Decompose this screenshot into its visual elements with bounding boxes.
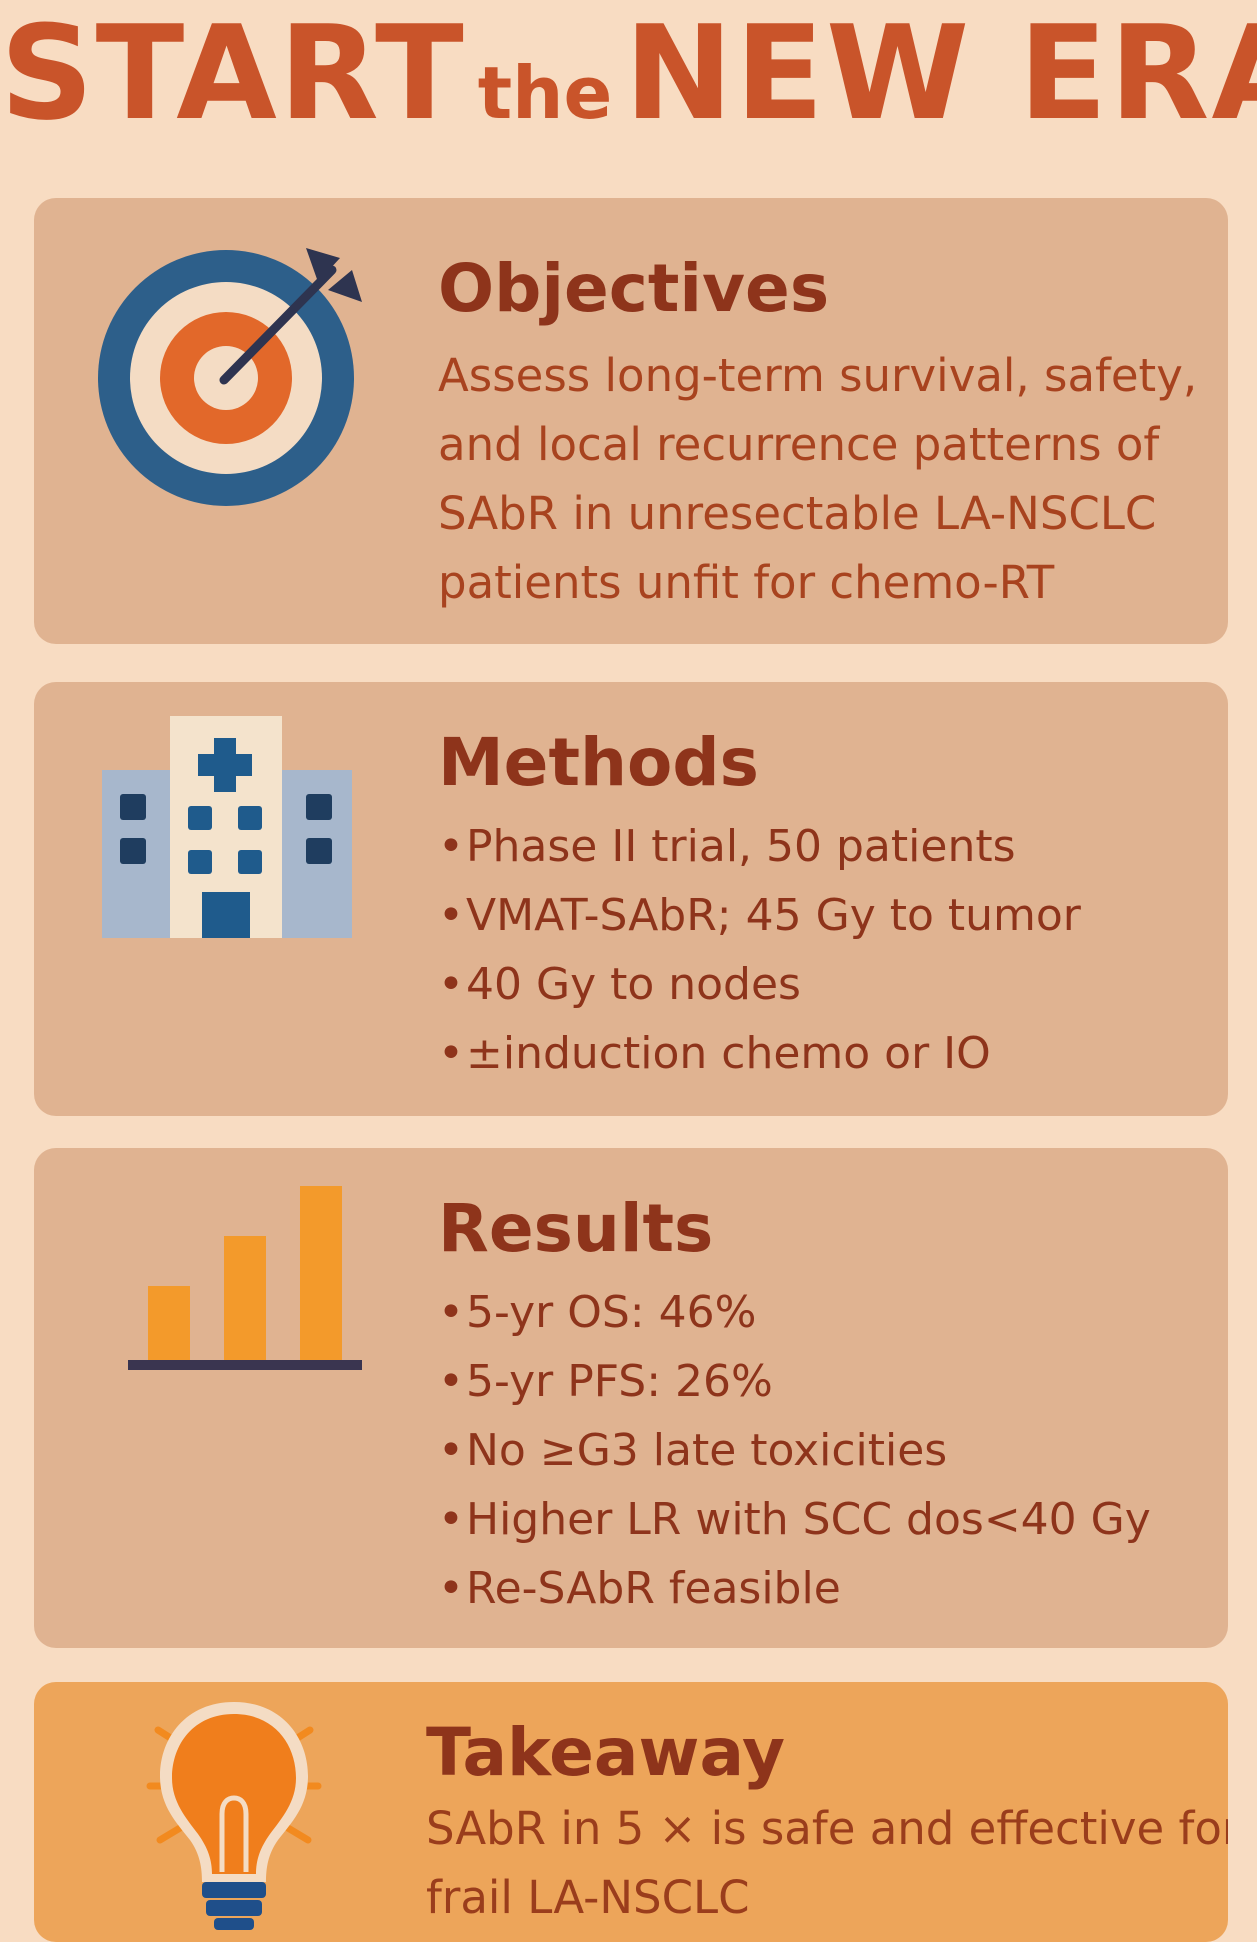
title-new-era: NEW ERA xyxy=(624,0,1257,149)
results-heading: Results xyxy=(438,1190,714,1267)
lightbulb-icon xyxy=(146,1702,322,1930)
methods-list: Phase II trial, 50 patients VMAT-SAbR; 4… xyxy=(438,812,1081,1088)
bar-chart-icon xyxy=(128,1186,362,1370)
title-start: START xyxy=(0,0,466,149)
list-item: No ≥G3 late toxicities xyxy=(438,1416,1151,1485)
list-item: Re-SAbR feasible xyxy=(438,1554,1151,1623)
list-item: Phase II trial, 50 patients xyxy=(438,812,1081,881)
takeaway-card: Takeaway SAbR in 5 × is safe and effecti… xyxy=(34,1682,1228,1942)
page-title: START theNEW ERA xyxy=(0,8,1257,138)
list-item: 5-yr PFS: 26% xyxy=(438,1347,1151,1416)
objectives-text: Assess long-term survival, safety, and l… xyxy=(438,341,1197,617)
results-card: Results 5-yr OS: 46% 5-yr PFS: 26% No ≥G… xyxy=(34,1148,1228,1648)
objectives-line: SAbR in unresectable LA-NSCLC xyxy=(438,487,1157,540)
hospital-icon xyxy=(102,716,352,938)
takeaway-line: frail LA-NSCLC xyxy=(426,1871,750,1924)
target-icon xyxy=(98,248,362,506)
takeaway-text: SAbR in 5 × is safe and effective for fr… xyxy=(426,1794,1228,1932)
takeaway-heading: Takeaway xyxy=(426,1714,785,1791)
list-item: VMAT-SAbR; 45 Gy to tumor xyxy=(438,881,1081,950)
list-item: 5-yr OS: 46% xyxy=(438,1278,1151,1347)
objectives-line: patients unfit for chemo-RT xyxy=(438,556,1055,609)
objectives-line: and local recurrence patterns of xyxy=(438,418,1160,471)
objectives-heading: Objectives xyxy=(438,250,830,327)
takeaway-line: SAbR in 5 × is safe and effective for xyxy=(426,1802,1228,1855)
list-item: Higher LR with SCC dos<40 Gy xyxy=(438,1485,1151,1554)
list-item: 40 Gy to nodes xyxy=(438,950,1081,1019)
objectives-card: Objectives Assess long-term survival, sa… xyxy=(34,198,1228,644)
methods-heading: Methods xyxy=(438,724,759,801)
title-the: the xyxy=(477,51,613,135)
results-list: 5-yr OS: 46% 5-yr PFS: 26% No ≥G3 late t… xyxy=(438,1278,1151,1623)
objectives-line: Assess long-term survival, safety, xyxy=(438,349,1198,402)
methods-card: Methods Phase II trial, 50 patients VMAT… xyxy=(34,682,1228,1116)
list-item: ±induction chemo or IO xyxy=(438,1019,1081,1088)
